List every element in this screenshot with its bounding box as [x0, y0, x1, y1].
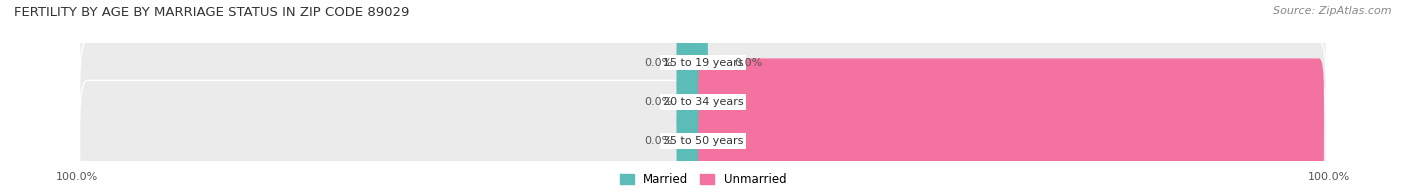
FancyBboxPatch shape	[697, 58, 1324, 145]
Text: Source: ZipAtlas.com: Source: ZipAtlas.com	[1274, 6, 1392, 16]
FancyBboxPatch shape	[696, 41, 1326, 163]
Text: 0.0%: 0.0%	[644, 97, 672, 107]
FancyBboxPatch shape	[697, 98, 1324, 185]
FancyBboxPatch shape	[676, 98, 709, 185]
Text: 0.0%: 0.0%	[644, 58, 672, 68]
Text: 100.0%: 100.0%	[1308, 172, 1350, 182]
FancyBboxPatch shape	[676, 19, 709, 106]
FancyBboxPatch shape	[80, 41, 710, 163]
FancyBboxPatch shape	[676, 58, 709, 145]
Text: 15 to 19 years: 15 to 19 years	[662, 58, 744, 68]
Text: 35 to 50 years: 35 to 50 years	[662, 136, 744, 146]
Text: 20 to 34 years: 20 to 34 years	[662, 97, 744, 107]
Text: 100.0%: 100.0%	[1329, 136, 1374, 146]
Text: 0.0%: 0.0%	[644, 136, 672, 146]
Legend: Married, Unmarried: Married, Unmarried	[620, 173, 786, 186]
Text: FERTILITY BY AGE BY MARRIAGE STATUS IN ZIP CODE 89029: FERTILITY BY AGE BY MARRIAGE STATUS IN Z…	[14, 6, 409, 19]
Text: 100.0%: 100.0%	[1329, 97, 1374, 107]
FancyBboxPatch shape	[80, 2, 710, 123]
FancyBboxPatch shape	[696, 80, 1326, 196]
FancyBboxPatch shape	[80, 80, 710, 196]
Text: 100.0%: 100.0%	[56, 172, 98, 182]
Text: 0.0%: 0.0%	[734, 58, 762, 68]
FancyBboxPatch shape	[696, 2, 1326, 123]
